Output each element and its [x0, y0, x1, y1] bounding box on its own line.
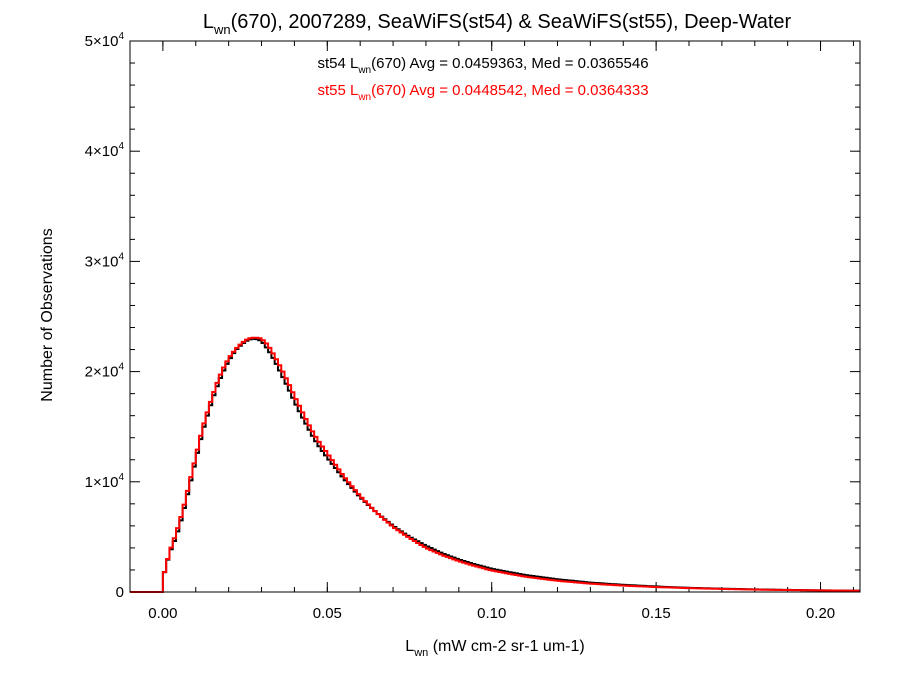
- x-axis-label: Lwn (mW cm-2 sr-1 um-1): [405, 638, 584, 659]
- annotations: st54 Lwn(670) Avg = 0.0459363, Med = 0.0…: [317, 55, 648, 103]
- y-tick-label-3: 3×104: [85, 251, 125, 270]
- chart-title-rest: (670), 2007289, SeaWiFS(st54) & SeaWiFS(…: [231, 11, 792, 33]
- y-tick-label-0: 0: [116, 584, 124, 601]
- y-tick-label-4: 4×104: [85, 141, 125, 160]
- x-tick-label-2: 0.10: [477, 605, 506, 622]
- chart-title: Lwn(670), 2007289, SeaWiFS(st54) & SeaWi…: [203, 11, 792, 37]
- x-tick-label-1: 0.05: [313, 605, 342, 622]
- annotation-st54: st54 Lwn(670) Avg = 0.0459363, Med = 0.0…: [317, 55, 648, 76]
- x-tick-label-0: 0.00: [148, 605, 177, 622]
- x-tick-label-4: 0.20: [806, 605, 835, 622]
- x-tick-label-3: 0.15: [642, 605, 671, 622]
- chart-title-main: L: [203, 11, 214, 33]
- axis-ticks: 0.00 0.05 0.10 0.15 0.20 0 1×104 2×104 3×104 4×10…: [85, 31, 860, 622]
- series-group: [130, 336, 860, 593]
- y-axis-label: Number of Observations: [39, 228, 56, 401]
- series-st55-line: [130, 336, 860, 593]
- y-tick-label-1: 1×104: [85, 472, 125, 491]
- y-tick-label-5: 5×104: [85, 31, 125, 50]
- x-axis-label-units: (mW cm-2 sr-1 um-1): [428, 638, 584, 655]
- annotation-st55: st55 Lwn(670) Avg = 0.0448542, Med = 0.0…: [317, 82, 648, 103]
- x-axis-label-sub: wn: [413, 647, 428, 659]
- x-axis-label-main: L: [405, 638, 414, 655]
- chart-title-sub: wn: [213, 22, 231, 37]
- series-st54-line: [130, 337, 860, 593]
- plot-frame: [129, 40, 861, 593]
- y-tick-label-2: 2×104: [85, 362, 125, 381]
